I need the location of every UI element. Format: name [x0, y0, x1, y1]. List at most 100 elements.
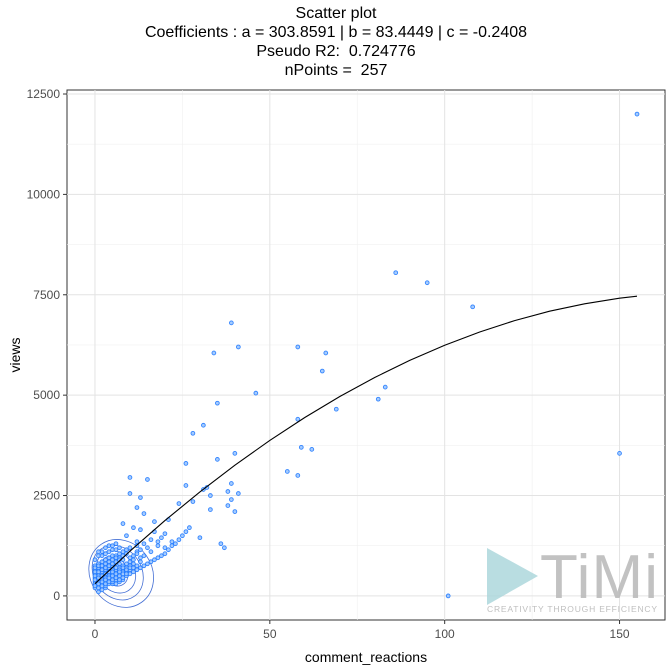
- data-point: [103, 545, 108, 551]
- data-point: [190, 430, 196, 436]
- chart-title: Scatter plot: [295, 5, 377, 22]
- data-point: [159, 535, 164, 541]
- timi-logo-wordmark: TiMi: [540, 543, 658, 612]
- data-point: [120, 549, 126, 555]
- data-point: [225, 489, 231, 494]
- plot-panel: [66, 89, 666, 621]
- fit-curve: [94, 295, 638, 585]
- data-point: [236, 491, 241, 496]
- data-point: [131, 553, 136, 559]
- data-point: [127, 545, 133, 551]
- timi-logo-play-icon: [487, 548, 538, 605]
- data-point: [145, 477, 150, 482]
- data-point: [222, 545, 227, 551]
- data-point: [138, 527, 143, 533]
- grid-layer: [67, 90, 665, 620]
- data-point: [169, 543, 175, 549]
- data-point: [148, 549, 154, 555]
- data-point: [138, 565, 143, 571]
- data-point: [145, 561, 150, 567]
- y-tick-label: 5000: [33, 388, 60, 402]
- data-point: [148, 537, 154, 543]
- data-point: [155, 555, 161, 561]
- data-point: [232, 509, 238, 514]
- data-point: [127, 475, 133, 480]
- data-point: [120, 521, 126, 526]
- data-point: [180, 533, 185, 539]
- data-point: [190, 499, 196, 504]
- data-point: [145, 545, 150, 551]
- data-point: [295, 416, 301, 422]
- x-axis-title: comment_reactions: [305, 649, 427, 665]
- x-tick-label: 50: [263, 627, 277, 641]
- y-tick-label: 7500: [33, 288, 60, 302]
- data-point: [120, 575, 126, 581]
- y-tick-label: 0: [53, 589, 60, 603]
- data-point: [138, 495, 143, 500]
- chart-subtitle-npoints: nPoints = 257: [284, 62, 388, 79]
- data-point: [131, 569, 136, 575]
- y-tick-label: 12500: [27, 87, 61, 101]
- data-point: [253, 390, 259, 396]
- data-point: [215, 457, 220, 462]
- data-point: [117, 577, 122, 583]
- x-tick-label: 100: [435, 627, 455, 641]
- data-point: [96, 589, 101, 595]
- data-point: [131, 525, 136, 531]
- data-point: [218, 541, 224, 547]
- data-point: [382, 384, 388, 390]
- data-point: [333, 406, 339, 412]
- data-point: [110, 577, 115, 583]
- chart-subtitle-pseudo-r2: Pseudo R2: 0.724776: [256, 43, 416, 60]
- data-point: [113, 581, 119, 587]
- data-point: [187, 525, 192, 531]
- data-point: [141, 541, 147, 547]
- data-point: [155, 539, 161, 545]
- data-point: [92, 557, 98, 563]
- chart-subtitle-coefficients: Coefficients : a = 303.8591 | b = 83.444…: [144, 24, 528, 41]
- data-point: [134, 505, 140, 510]
- chart-title-block: Scatter plot Coefficients : a = 303.8591…: [0, 4, 672, 80]
- data-point: [124, 533, 129, 539]
- data-point: [124, 561, 129, 567]
- data-point: [92, 565, 98, 571]
- data-point: [152, 557, 157, 563]
- data-point: [295, 473, 301, 478]
- data-point: [96, 585, 101, 591]
- data-point: [166, 547, 171, 553]
- data-point: [162, 551, 168, 557]
- data-point: [183, 461, 189, 466]
- data-point: [393, 270, 399, 276]
- data-point: [134, 539, 140, 545]
- data-point: [236, 344, 241, 350]
- data-point: [323, 350, 329, 356]
- data-point: [141, 511, 147, 516]
- data-point: [215, 400, 220, 406]
- data-point: [138, 555, 143, 561]
- data-point: [120, 565, 126, 571]
- data-point: [155, 543, 161, 549]
- fit-curve-layer: [94, 295, 638, 585]
- data-point: [208, 493, 213, 498]
- data-point: [113, 547, 119, 553]
- data-point: [295, 344, 301, 350]
- data-point: [113, 555, 119, 561]
- data-point: [159, 553, 164, 559]
- data-point: [99, 563, 105, 569]
- data-point: [617, 451, 622, 456]
- data-point: [298, 444, 304, 450]
- data-point: [106, 559, 112, 565]
- data-point: [229, 481, 234, 486]
- data-point: [319, 368, 325, 374]
- points-layer: [92, 111, 640, 599]
- data-point: [229, 497, 234, 502]
- data-point: [96, 549, 101, 555]
- data-point: [117, 545, 122, 551]
- data-point: [176, 537, 182, 543]
- data-point: [92, 583, 98, 589]
- x-tick-label: 0: [92, 627, 99, 641]
- data-point: [103, 551, 108, 557]
- data-point: [117, 551, 122, 557]
